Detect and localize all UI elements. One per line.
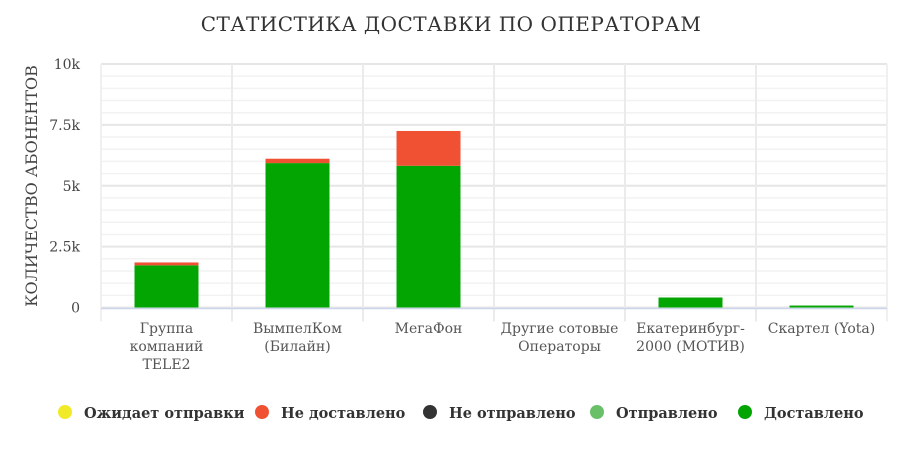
- x-axis-ticks: Группа компаний TELE2 ВымпелКом (Билайн) Мега…: [130, 321, 876, 373]
- bar-segment: [789, 305, 854, 308]
- legend-marker-icon: [423, 405, 437, 419]
- y-tick-label: 0: [71, 301, 80, 317]
- bar-segment: [134, 262, 199, 266]
- grid: [100, 63, 888, 322]
- bar-segment: [396, 130, 461, 166]
- y-axis-label: КОЛИЧЕСТВО АБОНЕНТОВ: [22, 65, 41, 307]
- x-tick-label: ВымпелКом: [253, 321, 342, 337]
- legend-label: Ожидает отправки: [84, 405, 245, 422]
- x-tick-label: Скартел (Yota): [768, 321, 876, 337]
- legend-item[interactable]: Не отправлено: [423, 405, 576, 422]
- legend-marker-icon: [255, 405, 269, 419]
- legend-item[interactable]: Отправлено: [590, 405, 718, 422]
- bar-segment: [396, 165, 461, 308]
- bar-segment: [658, 297, 723, 308]
- x-tick-label: компаний: [130, 339, 204, 355]
- y-axis-ticks: 0 2.5k 5k 7.5k 10k: [49, 57, 80, 317]
- legend-label: Не доставлено: [281, 405, 406, 422]
- legend: Ожидает отправки Не доставлено Не отправле…: [58, 405, 864, 422]
- legend-label: Доставлено: [764, 405, 864, 422]
- bar-segment: [134, 265, 199, 308]
- y-tick-label: 7.5k: [49, 118, 80, 134]
- y-tick-label: 10k: [54, 57, 81, 73]
- legend-item[interactable]: Не доставлено: [255, 405, 406, 422]
- x-tick-label: МегаФон: [395, 321, 463, 337]
- x-tick-label: Операторы: [518, 339, 601, 355]
- y-tick-label: 2.5k: [49, 240, 80, 256]
- x-tick-label: Екатеринбург-: [636, 321, 745, 337]
- bar-segment: [265, 163, 330, 308]
- legend-marker-icon: [58, 405, 72, 419]
- legend-marker-icon: [590, 405, 604, 419]
- bar-segment: [265, 158, 330, 164]
- legend-label: Не отправлено: [449, 405, 576, 422]
- x-tick-label: Группа: [140, 321, 193, 337]
- x-tick-label: TELE2: [143, 357, 191, 373]
- legend-label: Отправлено: [616, 405, 718, 422]
- legend-item[interactable]: Доставлено: [738, 405, 864, 422]
- x-tick-label: Другие сотовые: [501, 321, 619, 337]
- chart-title: СТАТИСТИКА ДОСТАВКИ ПО ОПЕРАТОРАМ: [201, 12, 702, 36]
- legend-marker-icon: [738, 405, 752, 419]
- bars: [134, 130, 854, 308]
- legend-item[interactable]: Ожидает отправки: [58, 405, 245, 422]
- y-tick-label: 5k: [63, 179, 81, 195]
- x-tick-label: (Билайн): [264, 339, 330, 355]
- x-tick-label: 2000 (МОТИВ): [636, 339, 745, 355]
